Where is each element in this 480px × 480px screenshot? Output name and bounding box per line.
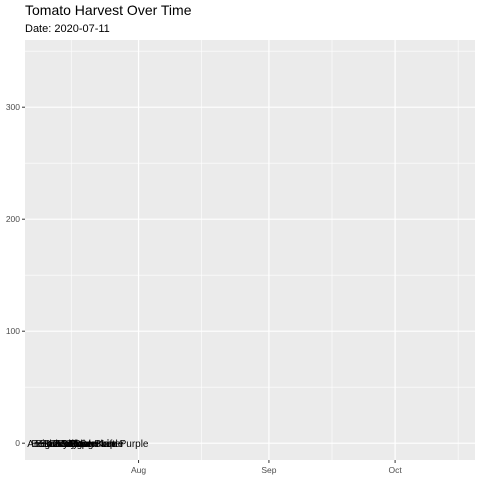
x-tick-labels: Aug Sep Oct bbox=[131, 465, 402, 475]
axis-ticks bbox=[22, 106, 396, 463]
series-label: Black Krim bbox=[69, 439, 117, 450]
chart-subtitle: Date: 2020-07-11 bbox=[25, 23, 110, 35]
x-tick-label: Aug bbox=[131, 465, 146, 475]
grid-minor bbox=[25, 40, 475, 460]
x-tick-label: Oct bbox=[388, 465, 402, 475]
series-label: Big Beef bbox=[36, 439, 74, 450]
y-tick-label: 200 bbox=[6, 214, 20, 224]
y-tick-label: 0 bbox=[15, 438, 20, 448]
y-tick-labels: 0 100 200 300 bbox=[6, 102, 20, 448]
series-label: Jet Star bbox=[52, 439, 87, 450]
series-label: Amish Paste bbox=[27, 439, 84, 450]
series-label: Grape bbox=[65, 439, 93, 450]
chart-title: Tomato Harvest Over Time bbox=[25, 2, 192, 18]
series-label: Cherokee Purple bbox=[48, 439, 123, 450]
series-label: Cherokee Purple bbox=[73, 439, 148, 450]
y-tick-label: 300 bbox=[6, 102, 20, 112]
x-tick-label: Sep bbox=[261, 465, 276, 475]
series-label: Old German bbox=[61, 439, 115, 450]
series-label: Bonny Best bbox=[40, 439, 91, 450]
series-label: Brandywine bbox=[44, 439, 97, 450]
series-label: Better Boy bbox=[31, 439, 78, 450]
series-label: Mortgage Lifter bbox=[57, 439, 125, 450]
y-tick-label: 100 bbox=[6, 326, 20, 336]
grid-major bbox=[25, 40, 475, 460]
plot-panel bbox=[25, 40, 475, 460]
